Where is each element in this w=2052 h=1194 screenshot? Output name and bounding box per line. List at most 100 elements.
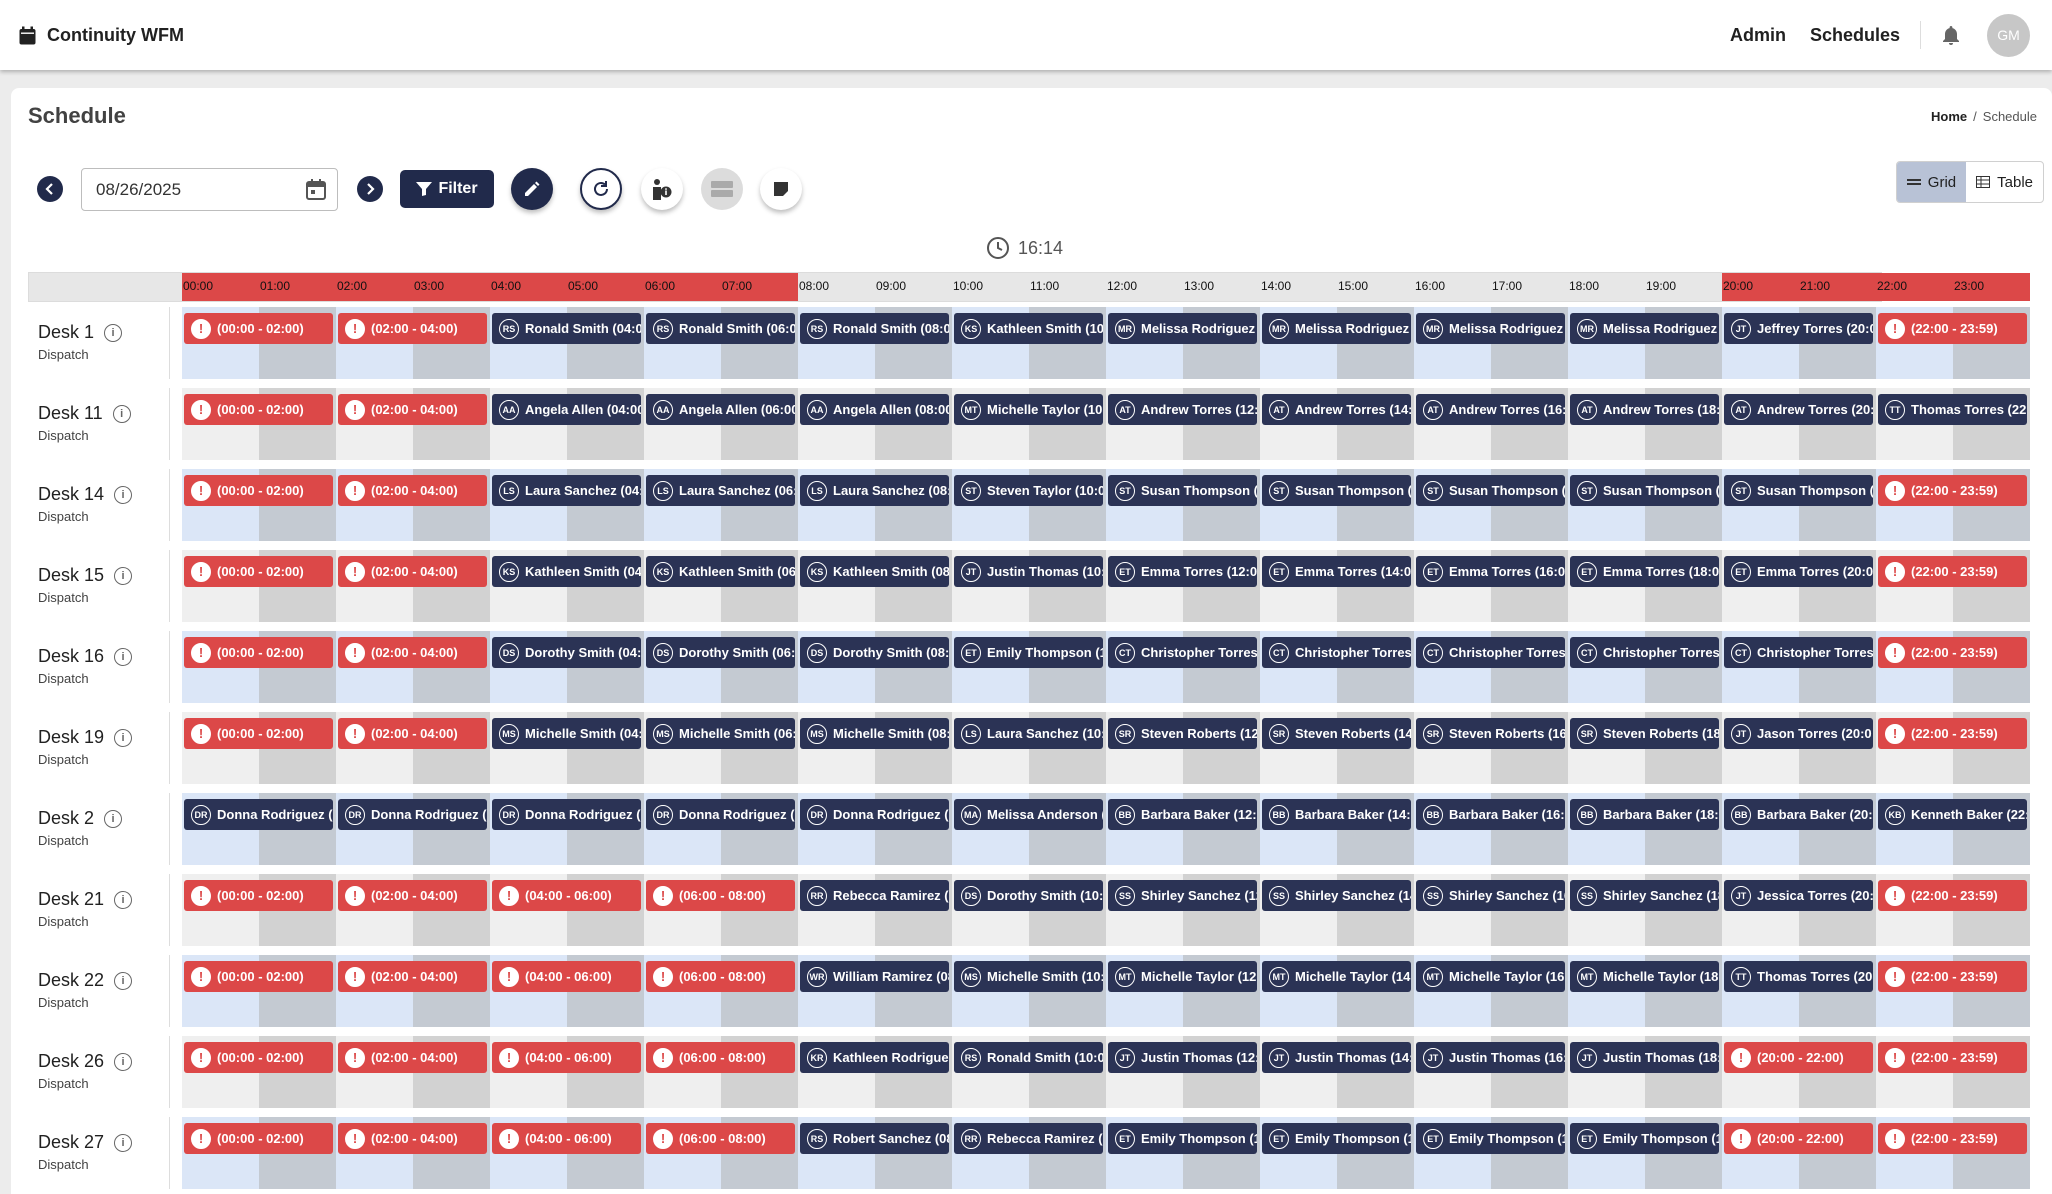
info-icon[interactable]: i [114, 566, 133, 585]
assigned-shift[interactable]: MR Melissa Rodriguez [1108, 313, 1257, 344]
vacant-shift[interactable]: ! (02:00 - 04:00) [338, 718, 487, 749]
assigned-shift[interactable]: LS Laura Sanchez (10: [954, 718, 1103, 749]
assigned-shift[interactable]: JT Justin Thomas (14: [1262, 1042, 1411, 1073]
assigned-shift[interactable]: SS Shirley Sanchez (18 [1570, 880, 1719, 911]
grid-view-button[interactable]: Grid [1896, 162, 1967, 202]
edit-button[interactable] [511, 168, 553, 210]
assigned-shift[interactable]: ET Emma Torres (12:0 [1108, 556, 1257, 587]
date-field[interactable]: 08/26/2025 [81, 168, 338, 211]
assigned-shift[interactable]: TT Thomas Torres (20: [1724, 961, 1873, 992]
info-icon[interactable]: i [114, 728, 133, 747]
assigned-shift[interactable]: AT Andrew Torres (16: [1416, 394, 1565, 425]
assigned-shift[interactable]: JT Jason Torres (20:0 [1724, 718, 1873, 749]
assigned-shift[interactable]: LS Laura Sanchez (04: [492, 475, 641, 506]
assigned-shift[interactable]: ET Emma Torres (14:0 [1262, 556, 1411, 587]
assigned-shift[interactable]: MS Michelle Smith (04: [492, 718, 641, 749]
assigned-shift[interactable]: MS Michelle Smith (06: [646, 718, 795, 749]
assigned-shift[interactable]: KB Kenneth Baker (22: [1878, 799, 2027, 830]
vacant-shift[interactable]: ! (04:00 - 06:00) [492, 1123, 641, 1154]
breadcrumb-home[interactable]: Home [1931, 109, 1968, 124]
info-icon[interactable]: i [114, 1052, 133, 1071]
info-icon[interactable]: i [112, 404, 131, 423]
assigned-shift[interactable]: ST Susan Thompson (1 [1262, 475, 1411, 506]
assigned-shift[interactable]: MT Michelle Taylor (10: [954, 394, 1103, 425]
assigned-shift[interactable]: ET Emily Thompson (1 [954, 637, 1103, 668]
vacant-shift[interactable]: ! (22:00 - 23:59) [1878, 880, 2027, 911]
assigned-shift[interactable]: CT Christopher Torres [1724, 637, 1873, 668]
info-icon[interactable]: i [104, 809, 123, 828]
assigned-shift[interactable]: JT Justin Thomas (10: [954, 556, 1103, 587]
filter-button[interactable]: Filter [400, 170, 494, 208]
assigned-shift[interactable]: ST Susan Thompson (1 [1416, 475, 1565, 506]
vacant-shift[interactable]: ! (02:00 - 04:00) [338, 1123, 487, 1154]
assigned-shift[interactable]: KS Kathleen Smith (08 [800, 556, 949, 587]
vacant-shift[interactable]: ! (00:00 - 02:00) [184, 637, 333, 668]
assigned-shift[interactable]: BB Barbara Baker (20:0 [1724, 799, 1873, 830]
nav-admin[interactable]: Admin [1729, 24, 1786, 45]
assigned-shift[interactable]: ST Susan Thompson (1 [1570, 475, 1719, 506]
vacant-shift[interactable]: ! (00:00 - 02:00) [184, 718, 333, 749]
vacant-shift[interactable]: ! (02:00 - 04:00) [338, 637, 487, 668]
vacant-shift[interactable]: ! (04:00 - 06:00) [492, 880, 641, 911]
vacant-shift[interactable]: ! (22:00 - 23:59) [1878, 1042, 2027, 1073]
assigned-shift[interactable]: JT Jessica Torres (20: [1724, 880, 1873, 911]
vacant-shift[interactable]: ! (02:00 - 04:00) [338, 556, 487, 587]
notes-button[interactable] [760, 168, 802, 210]
assigned-shift[interactable]: SR Steven Roberts (12 [1108, 718, 1257, 749]
assigned-shift[interactable]: SR Steven Roberts (16 [1416, 718, 1565, 749]
assigned-shift[interactable]: ET Emma Torres (16:0 [1416, 556, 1565, 587]
assigned-shift[interactable]: WR William Ramirez (08 [800, 961, 949, 992]
assigned-shift[interactable]: CT Christopher Torres [1262, 637, 1411, 668]
assigned-shift[interactable]: SS Shirley Sanchez (16 [1416, 880, 1565, 911]
assigned-shift[interactable]: ET Emily Thompson (1 [1108, 1123, 1257, 1154]
assigned-shift[interactable]: RR Rebecca Ramirez (( [800, 880, 949, 911]
assigned-shift[interactable]: LS Laura Sanchez (06: [646, 475, 795, 506]
assigned-shift[interactable]: BB Barbara Baker (14:0 [1262, 799, 1411, 830]
assigned-shift[interactable]: MR Melissa Rodriguez [1416, 313, 1565, 344]
vacant-shift[interactable]: ! (00:00 - 02:00) [184, 556, 333, 587]
assigned-shift[interactable]: MA Melissa Anderson ( [954, 799, 1103, 830]
vacant-shift[interactable]: ! (22:00 - 23:59) [1878, 313, 2027, 344]
assigned-shift[interactable]: DS Dorothy Smith (10:0 [954, 880, 1103, 911]
vacant-shift[interactable]: ! (02:00 - 04:00) [338, 961, 487, 992]
assigned-shift[interactable]: ET Emily Thompson (1 [1416, 1123, 1565, 1154]
vacant-shift[interactable]: ! (22:00 - 23:59) [1878, 556, 2027, 587]
assigned-shift[interactable]: RS Ronald Smith (06:0 [646, 313, 795, 344]
info-icon[interactable]: i [114, 1133, 133, 1152]
assigned-shift[interactable]: BB Barbara Baker (12:0 [1108, 799, 1257, 830]
assigned-shift[interactable]: ET Emily Thompson (1 [1570, 1123, 1719, 1154]
assigned-shift[interactable]: DR Donna Rodriguez (0 [184, 799, 333, 830]
vacant-shift[interactable]: ! (22:00 - 23:59) [1878, 1123, 2027, 1154]
assigned-shift[interactable]: RS Ronald Smith (08:0 [800, 313, 949, 344]
vacant-shift[interactable]: ! (00:00 - 02:00) [184, 313, 333, 344]
assigned-shift[interactable]: MT Michelle Taylor (18: [1570, 961, 1719, 992]
assigned-shift[interactable]: MT Michelle Taylor (14: [1262, 961, 1411, 992]
info-icon[interactable]: i [114, 485, 133, 504]
assigned-shift[interactable]: CT Christopher Torres [1570, 637, 1719, 668]
assigned-shift[interactable]: DR Donna Rodriguez (0 [800, 799, 949, 830]
assigned-shift[interactable]: AT Andrew Torres (12: [1108, 394, 1257, 425]
assigned-shift[interactable]: RR Rebecca Ramirez (1 [954, 1123, 1103, 1154]
vacant-shift[interactable]: ! (02:00 - 04:00) [338, 880, 487, 911]
previous-day-button[interactable] [37, 176, 63, 202]
vacant-shift[interactable]: ! (00:00 - 02:00) [184, 880, 333, 911]
assigned-shift[interactable]: MR Melissa Rodriguez [1570, 313, 1719, 344]
storage-button[interactable] [701, 168, 743, 210]
assigned-shift[interactable]: JT Justin Thomas (16: [1416, 1042, 1565, 1073]
vacant-shift[interactable]: ! (00:00 - 02:00) [184, 961, 333, 992]
assigned-shift[interactable]: ET Emily Thompson (1 [1262, 1123, 1411, 1154]
next-day-button[interactable] [357, 176, 383, 202]
person-info-button[interactable] [641, 168, 683, 210]
assigned-shift[interactable]: MT Michelle Taylor (12: [1108, 961, 1257, 992]
assigned-shift[interactable]: JT Jeffrey Torres (20:0 [1724, 313, 1873, 344]
assigned-shift[interactable]: SR Steven Roberts (18 [1570, 718, 1719, 749]
vacant-shift[interactable]: ! (02:00 - 04:00) [338, 313, 487, 344]
assigned-shift[interactable]: RS Ronald Smith (10:0 [954, 1042, 1103, 1073]
assigned-shift[interactable]: DS Dorothy Smith (04: [492, 637, 641, 668]
assigned-shift[interactable]: AA Angela Allen (08:00 [800, 394, 949, 425]
assigned-shift[interactable]: DR Donna Rodriguez (0 [492, 799, 641, 830]
assigned-shift[interactable]: MT Michelle Taylor (16: [1416, 961, 1565, 992]
calendar-picker-icon[interactable] [305, 178, 327, 202]
info-icon[interactable]: i [114, 647, 133, 666]
info-icon[interactable]: i [114, 890, 133, 909]
